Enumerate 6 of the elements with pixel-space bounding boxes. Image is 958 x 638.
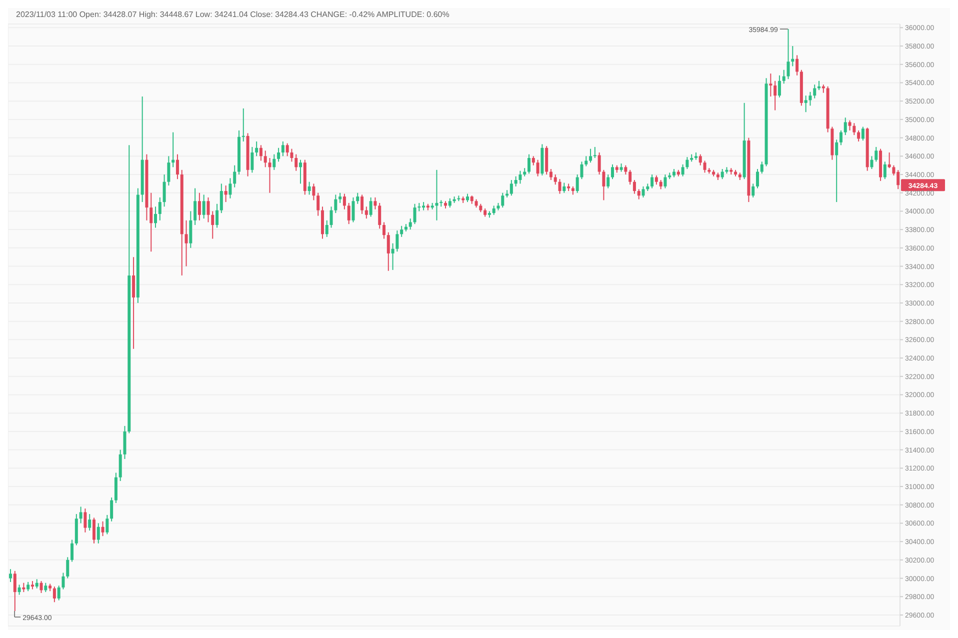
candlestick (593, 146, 596, 158)
candlestick (435, 170, 438, 220)
candlestick (769, 74, 772, 96)
candlestick (242, 108, 245, 142)
chart-title: 2023/11/03 11:00 Open: 34428.07 High: 34448.67 Low: 34241.04 Close: 34284.43 CHANGE: -0.42% AMPLITUDE: 0.60% (16, 10, 450, 19)
candlestick (172, 132, 175, 168)
